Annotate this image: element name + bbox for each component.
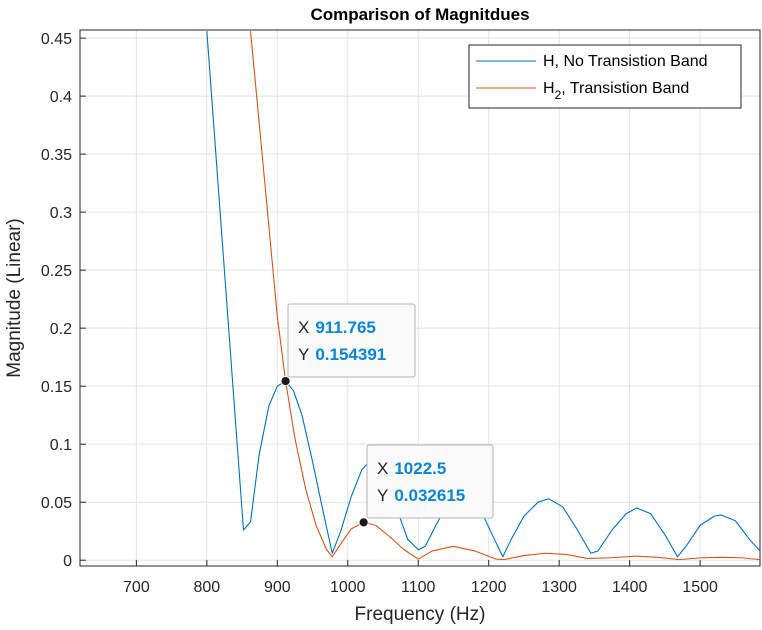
y-tick-label: 0.2 — [50, 321, 72, 338]
datatip-2-y: Y 0.032615 — [377, 486, 465, 505]
y-tick-label: 0.25 — [41, 263, 72, 280]
x-tick-label: 1400 — [612, 579, 648, 596]
y-tick-label: 0.45 — [41, 31, 72, 48]
y-tick-label: 0.05 — [41, 495, 72, 512]
legend[interactable]: H, No Transistion Band H2, Transistion B… — [468, 44, 742, 109]
x-tick-label: 1200 — [471, 579, 507, 596]
y-tick-label: 0 — [63, 553, 72, 570]
x-tick-label: 700 — [123, 579, 150, 596]
legend-label-h2: H2, Transistion Band — [543, 80, 689, 102]
x-tick-label: 1000 — [330, 579, 366, 596]
y-tick-label: 0.1 — [50, 437, 72, 454]
datatip-1-box — [287, 303, 416, 378]
tick-layer: 700 800 900 1000 1100 1200 1300 1400 1500 0 0.05 0.… — [41, 31, 718, 596]
series-line-2 — [249, 31, 760, 561]
datatip-marker-1[interactable] — [280, 376, 291, 386]
x-tick-label: 900 — [264, 579, 291, 596]
datatip-2[interactable]: X 1022.5 Y 0.032615 — [366, 444, 494, 519]
marker-layer — [280, 376, 369, 528]
datatip-marker-2[interactable] — [358, 517, 369, 528]
y-tick-label: 0.4 — [50, 89, 72, 106]
y-tick-label: 0.3 — [50, 205, 72, 222]
x-tick-label: 1100 — [401, 579, 436, 596]
plot-frame — [79, 29, 761, 567]
y-tick-label: 0.15 — [41, 379, 72, 396]
datatip-2-box — [366, 444, 494, 519]
datatip-1[interactable]: X 911.765 Y 0.154391 — [287, 303, 416, 378]
legend-box — [468, 44, 742, 109]
chart-title: Comparison of Magnitdues — [310, 5, 529, 24]
datatip-1-x: X 911.765 — [298, 318, 376, 337]
legend-label-h: H, No Transistion Band — [543, 53, 708, 70]
x-tick-label: 1300 — [541, 579, 577, 596]
x-tick-label: 1500 — [682, 579, 718, 596]
datatip-1-y: Y 0.154391 — [298, 345, 386, 364]
y-axis-label: Magnitude (Linear) — [4, 218, 25, 377]
x-tick-label: 800 — [193, 579, 220, 596]
y-tick-label: 0.35 — [41, 147, 72, 164]
x-axis-label: Frequency (Hz) — [355, 604, 486, 625]
datatip-2-x: X 1022.5 — [377, 459, 446, 478]
